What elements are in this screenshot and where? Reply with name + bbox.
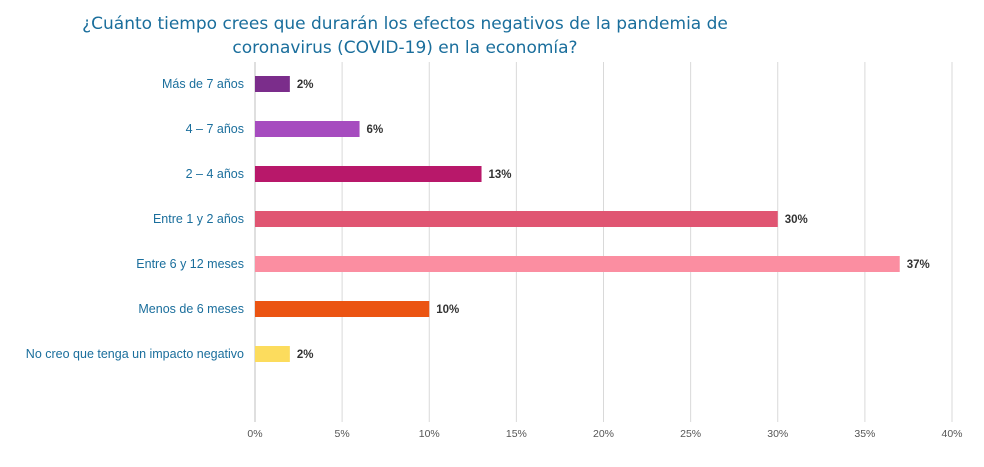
chart-title: ¿Cuánto tiempo crees que durarán los efe… [82,14,728,58]
bar [255,256,900,272]
category-label: Entre 6 y 12 meses [136,257,244,271]
x-tick-label: 10% [419,428,440,440]
x-tick-label: 30% [767,428,788,440]
category-label: Más de 7 años [162,77,244,91]
category-label: No creo que tenga un impacto negativo [26,347,244,361]
category-label: Entre 1 y 2 años [153,212,244,226]
data-label: 30% [785,214,808,226]
x-tick-label: 0% [247,428,262,440]
bar [255,301,430,317]
data-label: 10% [436,304,459,316]
data-label: 37% [907,259,930,271]
x-tick-label: 5% [335,428,350,440]
category-label: 4 – 7 años [186,122,244,136]
data-label: 2% [297,79,314,91]
x-tick-label: 15% [506,428,527,440]
x-tick-label: 25% [680,428,701,440]
labels: 0% 5% 10% 15% 20% 25% 30% 35% 40% Más de 7 años 2%… [26,77,963,440]
bar [255,76,290,92]
x-tick-label: 40% [941,428,962,440]
data-label: 6% [367,124,384,136]
bars [255,76,900,362]
bar [255,346,290,362]
bar [255,211,778,227]
bar [255,121,360,137]
gridlines [254,62,953,422]
category-label: Menos de 6 meses [138,302,244,316]
x-tick-label: 20% [593,428,614,440]
data-label: 2% [297,349,314,361]
data-label: 13% [489,169,512,181]
category-label: 2 – 4 años [186,167,244,181]
x-tick-label: 35% [854,428,875,440]
bar [255,166,482,182]
